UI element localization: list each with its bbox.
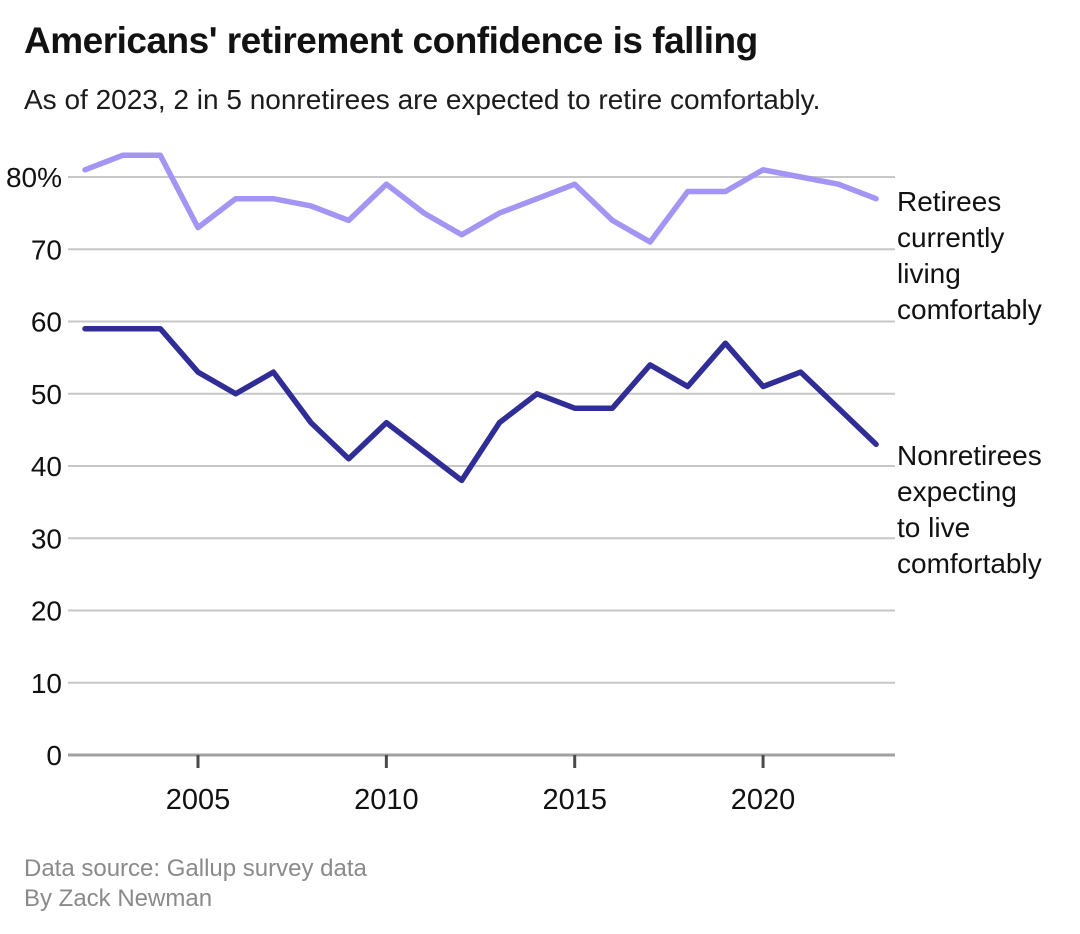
chart-footer: Data source: Gallup survey data By Zack …: [24, 854, 367, 914]
y-tick-label: 50: [31, 379, 62, 410]
x-tick-label: 2015: [542, 784, 607, 816]
chart-title: Americans' retirement confidence is fall…: [24, 20, 758, 61]
y-tick-label: 10: [31, 668, 62, 699]
series-label-line: comfortably: [897, 294, 1042, 325]
x-tick-label: 2005: [166, 784, 231, 816]
data-source-text: Data source: Gallup survey data: [24, 855, 367, 882]
series-label-line: Retirees: [897, 186, 1002, 217]
series-label-line: to live: [897, 512, 971, 543]
y-tick-label: 30: [31, 523, 62, 554]
y-tick-label: 40: [31, 451, 62, 482]
byline-text: By Zack Newman: [24, 885, 213, 912]
series-label-line: expecting: [897, 476, 1017, 507]
y-tick-label: 60: [31, 307, 62, 338]
y-tick-label: 20: [31, 596, 62, 627]
series-label-line: comfortably: [897, 548, 1042, 579]
y-tick-label: 0: [46, 740, 62, 771]
series-label-line: living: [897, 258, 961, 289]
series-label-line: currently: [897, 222, 1005, 253]
series-line-retirees: [82, 152, 879, 245]
series-label-line: Nonretirees: [897, 440, 1042, 471]
y-tick-label: 80%: [6, 162, 62, 193]
x-tick-label: 2020: [731, 784, 796, 816]
y-tick-label: 70: [31, 234, 62, 265]
series-label-nonretirees: Nonretirees expecting to live comfortabl…: [897, 438, 1080, 582]
series-label-retirees: Retirees currently living comfortably: [897, 184, 1080, 328]
series-line-nonretirees: [82, 325, 879, 484]
x-tick-label: 2010: [354, 784, 419, 816]
chart-subtitle: As of 2023, 2 in 5 nonretirees are expec…: [24, 84, 821, 115]
